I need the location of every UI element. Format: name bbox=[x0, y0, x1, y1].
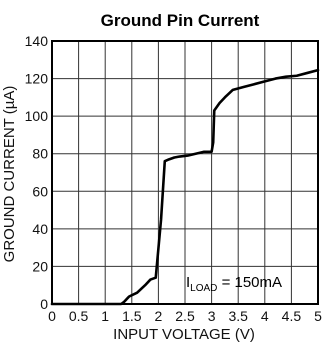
series-line-ground-current bbox=[50, 68, 320, 306]
y-tick-label: 40 bbox=[32, 221, 48, 237]
y-tick-label: 100 bbox=[25, 108, 49, 124]
x-tick-label: 0 bbox=[48, 308, 56, 324]
x-tick-label: 2.5 bbox=[175, 308, 195, 324]
y-tick-label: 80 bbox=[32, 146, 48, 162]
x-tick-label: 4 bbox=[261, 308, 269, 324]
y-tick-label: 20 bbox=[32, 258, 48, 274]
y-tick-label: 140 bbox=[25, 33, 49, 49]
x-tick-label: 5 bbox=[314, 308, 322, 324]
x-axis-label: INPUT VOLTAGE (V) bbox=[113, 326, 255, 343]
x-tick-label: 1 bbox=[101, 308, 109, 324]
grid-lines bbox=[52, 41, 318, 304]
y-axis-ticks: 0 20 40 60 80 100 120 140 bbox=[25, 33, 49, 312]
x-axis-ticks: 0 0.5 1 1.5 2 2.5 3 3.5 4 4.5 5 bbox=[48, 308, 322, 324]
load-current-annotation: ILOAD = 150mA bbox=[186, 274, 282, 294]
x-tick-label: 1.5 bbox=[122, 308, 142, 324]
x-tick-label: 4.5 bbox=[282, 308, 302, 324]
y-axis-label: GROUND CURRENT (µA) bbox=[1, 86, 18, 263]
y-tick-label: 120 bbox=[25, 71, 49, 87]
y-tick-label: 60 bbox=[32, 183, 48, 199]
annotation-subscript: LOAD bbox=[190, 283, 217, 294]
annotation-suffix: = 150mA bbox=[217, 274, 282, 291]
x-tick-label: 3.5 bbox=[228, 308, 248, 324]
x-tick-label: 3 bbox=[208, 308, 216, 324]
annotation-prefix: I bbox=[186, 274, 190, 291]
x-tick-label: 2 bbox=[155, 308, 163, 324]
y-tick-label: 0 bbox=[40, 296, 48, 312]
plot-frame bbox=[51, 40, 319, 305]
x-tick-label: 0.5 bbox=[69, 308, 89, 324]
chart-title: Ground Pin Current bbox=[101, 11, 260, 30]
